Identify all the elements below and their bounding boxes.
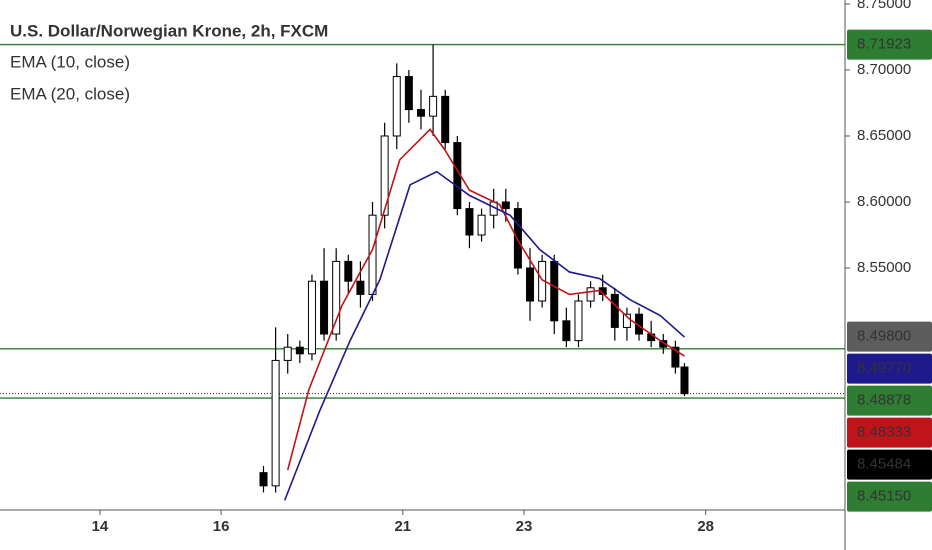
price-label: 8.49770: [857, 360, 911, 377]
candle-body: [283, 346, 292, 361]
y-tick-label: 8.75000: [857, 0, 911, 12]
y-tick-label: 8.65000: [857, 127, 911, 144]
candle-body: [295, 346, 304, 355]
x-tick-label: 16: [213, 518, 230, 535]
price-label-box: [847, 449, 932, 480]
x-tick-label: 28: [697, 518, 714, 535]
candle-body: [513, 208, 522, 269]
x-tick-label: 21: [394, 518, 411, 535]
price-label-box: [847, 321, 932, 352]
candle-body: [574, 300, 583, 342]
legend-entry: EMA (20, close): [10, 84, 130, 103]
price-label-box: [847, 29, 932, 60]
candle-body: [550, 260, 559, 322]
x-tick-label: 23: [516, 518, 533, 535]
candle-body: [501, 201, 510, 210]
y-tick-label: 8.70000: [857, 61, 911, 78]
price-label: 8.49800: [857, 328, 911, 345]
candle-body: [416, 109, 425, 117]
candle-body: [307, 280, 316, 355]
legend-entry: EMA (10, close): [10, 52, 130, 71]
y-tick-label: 8.55000: [857, 259, 911, 276]
candle-body: [586, 287, 595, 302]
candle-body: [622, 313, 631, 328]
candle-body: [465, 208, 474, 236]
price-label: 8.48878: [857, 392, 911, 409]
candle-body: [356, 280, 365, 295]
candle-body: [404, 76, 413, 111]
price-label-box: [847, 385, 932, 416]
chart-title: U.S. Dollar/Norwegian Krone, 2h, FXCM: [10, 21, 328, 40]
candle-body: [477, 214, 486, 236]
candle-body: [271, 359, 280, 487]
candle-body: [259, 472, 268, 487]
candle-body: [526, 267, 535, 302]
candle-body: [344, 260, 353, 282]
price-label: 8.45484: [857, 456, 911, 473]
price-label-box: [847, 481, 932, 512]
candle-body: [320, 280, 329, 335]
candle-body: [671, 346, 680, 368]
candle-body: [680, 366, 689, 395]
ema-line: [283, 170, 686, 501]
candle-body: [441, 95, 450, 144]
x-tick-label: 14: [92, 518, 109, 535]
price-label: 8.71923: [857, 36, 911, 53]
candle-body: [392, 76, 401, 137]
price-label-box: [847, 417, 932, 448]
candle-body: [562, 320, 571, 342]
candle-body: [429, 95, 438, 117]
y-tick-label: 8.60000: [857, 193, 911, 210]
candle-body: [332, 260, 341, 335]
price-label: 8.48333: [857, 424, 911, 441]
price-label: 8.45150: [857, 488, 911, 505]
candle-body: [380, 135, 389, 216]
candle-body: [610, 293, 619, 328]
ema-line: [286, 128, 685, 471]
price-label-box: [847, 353, 932, 384]
